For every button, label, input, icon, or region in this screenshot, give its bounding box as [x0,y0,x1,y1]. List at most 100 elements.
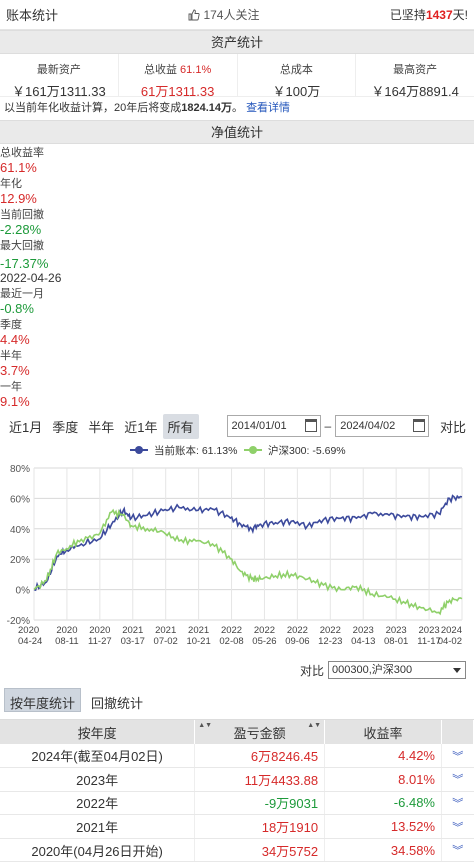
last-month-return: 最近一月 -0.8% [0,288,44,316]
compare-select[interactable]: 000300,沪深300 [328,661,466,679]
table-row[interactable]: 2021年 18万1910 13.52% ︾ [0,814,474,839]
x-tick-label: 2021 10-21 [186,625,210,647]
expand-icon[interactable]: ︾ [441,744,474,769]
yearly-table: 按年度 ▲▼ 盈亏金额 ▲▼ 收益率 2024年(截至04月02日) 6万8246.4… [0,720,474,862]
x-tick-label: 2022 09-06 [285,625,309,647]
legend-label: 沪深300: -5.69% [268,444,346,457]
chart-controls: 近1月 季度 半年 近1年 所有 2014/01/01 – 2024/04/02… [0,412,474,440]
performance-chart: 80% 60% 40% 20% 0% -20% 2020 04-24 2020 08-11 2020… [0,440,474,658]
annualized-return: 年化 12.9% [0,178,37,206]
y-tick-label: 0% [16,586,31,597]
table-row[interactable]: 2023年 11万4433.88 8.01% ︾ [0,767,474,792]
legend-marker [135,446,143,454]
tab-drawdown[interactable]: 回撤统计 [91,696,144,711]
nav-section-title: 净值统计 [0,120,474,144]
year-cell: 2021年 [0,814,196,839]
total-profit: 总收益 61.1% 61万1311.33 [119,54,238,99]
stats-tabs: 按年度统计 回撤统计 [0,682,474,720]
period-1m[interactable]: 近1月 [9,419,43,435]
max-drawdown: 最大回撤 -17.37% 2022-04-26 [0,237,474,285]
page-title: 账本统计 [6,8,59,23]
rate-cell: -6.48% [324,791,442,816]
sort-icon[interactable]: ▲▼ [198,722,213,729]
amount-cell: 6万8246.45 [194,744,326,769]
tab-yearly[interactable]: 按年度统计 [4,688,82,712]
period-half-year[interactable]: 半年 [88,419,115,435]
thumbs-up-icon [189,9,201,20]
x-tick-label: 2021 07-02 [154,625,178,647]
x-tick-label: 2023 11-17 [417,625,441,647]
expand-icon[interactable]: ︾ [441,838,474,862]
rate-cell: 13.52% [324,814,442,839]
compare-button[interactable]: 对比 [439,419,466,435]
max-asset-value: ￥164万8891.4 [371,84,459,99]
persist-days: 已坚持1437天! [389,8,468,22]
amount-cell: 34万5752 [194,838,326,862]
col-rate[interactable]: 收益率 [324,720,442,744]
current-drawdown: 当前回撤 -2.28% [0,209,44,237]
year-cell: 2022年 [0,791,196,816]
x-tick-label: 2023 08-01 [384,625,408,647]
total-profit-value: 61万1311.33 [140,84,215,99]
y-tick-label: 20% [10,555,30,566]
calendar-icon[interactable] [304,419,317,432]
follow-count: 174人关注 [203,8,260,22]
start-date-input[interactable]: 2014/01/01 [226,415,321,437]
y-tick-label: 60% [10,494,30,505]
year-cell: 2023年 [0,767,196,792]
view-details-link[interactable]: 查看详情 [246,102,291,114]
rate-cell: 4.42% [324,744,442,769]
period-quarter[interactable]: 季度 [52,419,79,435]
top-bar: 账本统计 174人关注 已坚持1437天! [0,0,474,30]
expand-icon[interactable]: ︾ [441,814,474,839]
nav-stats-row2: 最近一月 -0.8% 季度 4.4% 半年 3.7% 一年 9.1% [0,285,474,409]
y-tick-label: 40% [10,525,30,536]
date-range-dash: – [324,419,332,433]
compare-row: 对比 000300,沪深300 [0,658,474,682]
sort-icon[interactable]: ▲▼ [307,722,322,729]
expand-icon[interactable]: ︾ [441,767,474,792]
legend-marker [249,446,257,454]
amount-cell: 18万1910 [194,814,326,839]
rate-cell: 8.01% [324,767,442,792]
max-drawdown-date: 2022-04-26 [0,271,62,285]
period-1y[interactable]: 近1年 [124,419,158,435]
series-line-0 [33,494,463,592]
amount-cell: 11万4433.88 [194,767,326,792]
total-cost-value: ￥100万 [272,84,321,99]
quarter-return: 季度 4.4% [0,319,30,347]
x-tick-label: 2021 03-17 [121,625,145,647]
latest-asset: 最新资产 ￥161万1311.33 [0,54,119,99]
amount-cell: -9万9031 [194,791,326,816]
calendar-icon[interactable] [413,419,426,432]
follow-button[interactable]: 174人关注 [188,6,259,23]
legend-label: 当前账本: 61.13% [154,444,237,457]
col-amount[interactable]: ▲▼ 盈亏金额 ▲▼ [194,720,326,744]
x-tick-label: 2022 02-08 [219,625,243,647]
total-cost: 总成本 ￥100万 [238,54,357,99]
table-row[interactable]: 2022年 -9万9031 -6.48% ︾ [0,791,474,816]
rate-cell: 34.58% [324,838,442,862]
period-all[interactable]: 所有 [162,413,199,439]
chevron-down-icon [453,668,461,673]
series-line-1 [33,508,463,616]
line-chart-svg: 80% 60% 40% 20% 0% -20%2020 04-24 2020 08-11 2020… [7,444,463,647]
table-row[interactable]: 2020年(04月26日开始) 34万5752 34.58% ︾ [0,838,474,862]
asset-stats: 最新资产 ￥161万1311.33 总收益 61.1% 61万1311.33 总… [0,54,474,99]
table-row[interactable]: 2024年(截至04月02日) 6万8246.45 4.42% ︾ [0,744,474,769]
end-date-input[interactable]: 2024/04/02 [335,415,430,437]
asset-section-title: 资产统计 [0,30,474,54]
x-tick-label: 2020 08-11 [55,625,79,647]
half-year-return: 半年 3.7% [0,350,30,378]
x-tick-label: 2022 05-26 [252,625,276,647]
expand-icon[interactable]: ︾ [441,791,474,816]
col-expand [441,720,474,744]
col-year[interactable]: 按年度 [0,720,196,744]
x-tick-label: 2020 11-27 [88,625,112,647]
nav-stats-row1: 总收益率 61.1% 年化 12.9% 当前回撤 -2.28% 最大回撤 -17… [0,144,474,285]
total-return: 总收益率 61.1% [0,147,44,175]
y-tick-label: -20% [7,616,30,627]
year-cell: 2020年(04月26日开始) [0,838,196,862]
y-tick-label: 80% [10,464,30,475]
x-tick-label: 2024 04-02 [438,625,462,647]
